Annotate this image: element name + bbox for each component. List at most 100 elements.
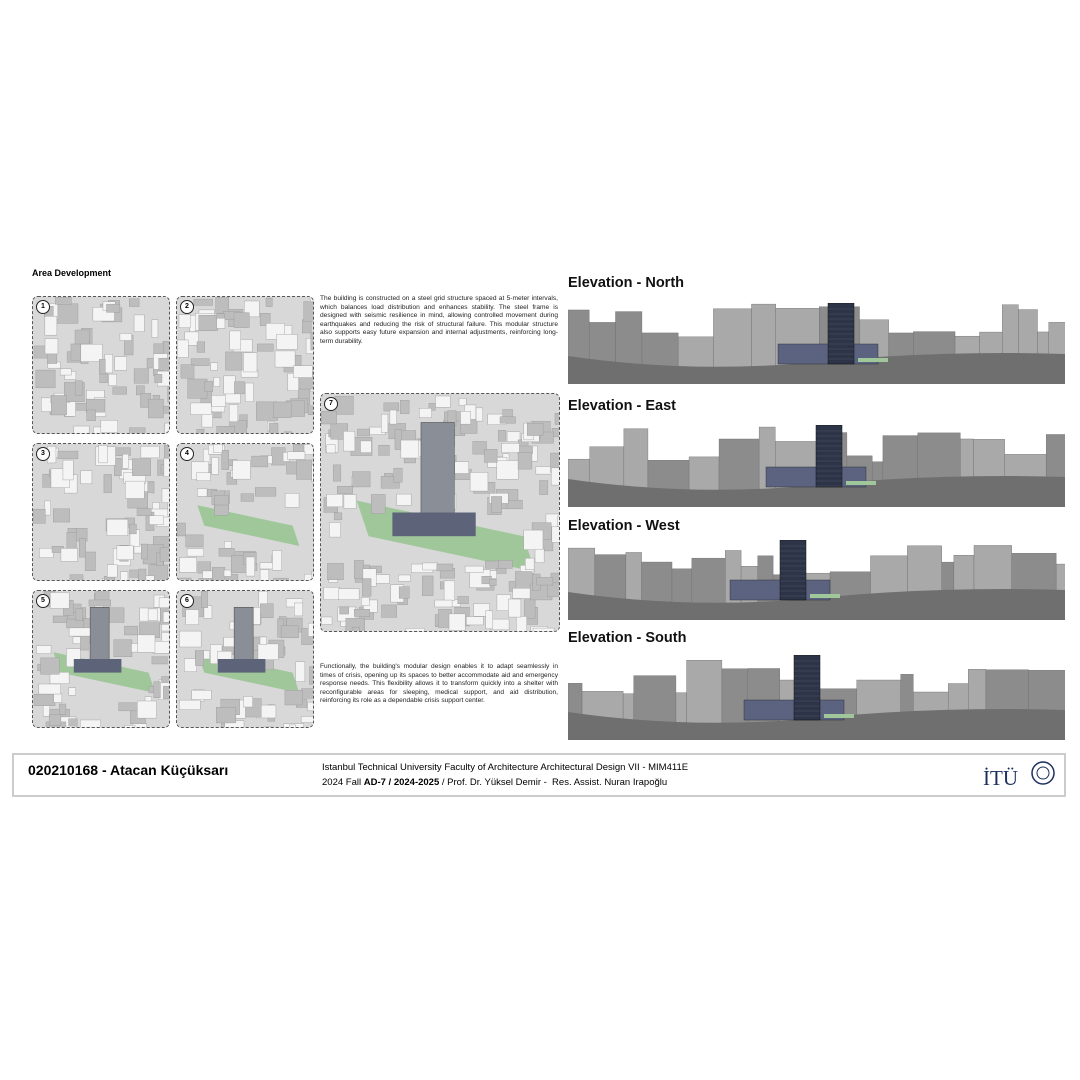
shape [551, 526, 559, 543]
shape [223, 375, 236, 395]
logo-text: İTÜ [983, 766, 1018, 790]
shape [523, 529, 544, 550]
shape [159, 547, 169, 562]
shape [420, 422, 455, 530]
course-code: AD-7 / 2024-2025 [363, 777, 440, 788]
shape [44, 316, 58, 336]
shape [268, 423, 279, 433]
shape [190, 358, 210, 366]
shape [257, 343, 274, 352]
shape [68, 718, 78, 727]
shape [389, 409, 397, 425]
shape [499, 416, 516, 424]
shape [147, 481, 155, 493]
shape [69, 574, 84, 580]
panel: 4 [176, 443, 314, 581]
shape [326, 444, 336, 454]
shape [351, 626, 360, 631]
shape [400, 400, 410, 414]
shape [198, 314, 219, 331]
shape [80, 343, 103, 362]
shape [506, 500, 523, 510]
shape [213, 377, 221, 387]
shape [321, 616, 333, 625]
map-image [177, 591, 313, 727]
shape [60, 368, 72, 376]
shape [345, 617, 365, 631]
shape [232, 460, 251, 480]
shape [296, 459, 313, 480]
elevation-image [568, 655, 1065, 740]
shape [396, 493, 412, 506]
shape [129, 427, 146, 433]
shape [357, 428, 370, 437]
shape [39, 548, 54, 558]
shape [141, 543, 149, 560]
shape [422, 575, 434, 596]
shape [392, 512, 476, 537]
shape [84, 551, 96, 571]
shape [311, 464, 313, 483]
shape [244, 382, 254, 402]
shape [50, 592, 70, 609]
shape [163, 685, 169, 699]
shape [398, 586, 410, 599]
shape [251, 455, 269, 468]
panel-number: 3 [36, 447, 50, 461]
shape [73, 659, 122, 673]
section-title: Area Development [32, 268, 112, 278]
shape [378, 444, 390, 456]
shape [491, 496, 502, 513]
shape [259, 313, 271, 327]
panel-number: 6 [180, 594, 194, 608]
shape [133, 368, 149, 384]
shape [394, 429, 402, 450]
shape [79, 538, 86, 558]
shape [163, 458, 169, 477]
shape [475, 407, 483, 422]
shape [272, 550, 282, 571]
shape [259, 562, 273, 570]
shape [466, 616, 484, 626]
shape [196, 429, 205, 433]
shape [212, 567, 226, 580]
shape [469, 472, 489, 492]
shape [516, 616, 527, 631]
shape [434, 599, 453, 608]
shape [180, 364, 195, 379]
shape [273, 401, 292, 418]
shape [203, 605, 213, 619]
shape [179, 578, 187, 580]
shape [179, 557, 197, 573]
shape [147, 608, 158, 621]
shape [74, 329, 90, 345]
shape [138, 568, 147, 580]
shape [88, 599, 111, 607]
shape [103, 474, 112, 493]
shape [243, 352, 258, 373]
panel-number: 4 [180, 447, 194, 461]
shape [112, 386, 127, 395]
shape [339, 606, 349, 615]
shape [276, 334, 298, 350]
shape [137, 700, 157, 719]
shape [68, 627, 92, 637]
shape [304, 573, 313, 580]
shape [164, 422, 169, 433]
shape [167, 386, 169, 403]
elevation-image [568, 303, 1065, 384]
shape [161, 488, 169, 503]
shape [419, 408, 432, 418]
shape [86, 409, 96, 421]
shape [119, 333, 132, 341]
elevation-title: Elevation - West [568, 518, 680, 534]
elevation-title: Elevation - East [568, 398, 676, 414]
shape [293, 365, 313, 378]
shape [196, 472, 211, 481]
shape [858, 358, 888, 362]
shape [161, 622, 169, 632]
shape [107, 564, 118, 578]
shape [151, 319, 159, 338]
elevation-title: Elevation - South [568, 630, 687, 646]
shape [512, 587, 533, 599]
